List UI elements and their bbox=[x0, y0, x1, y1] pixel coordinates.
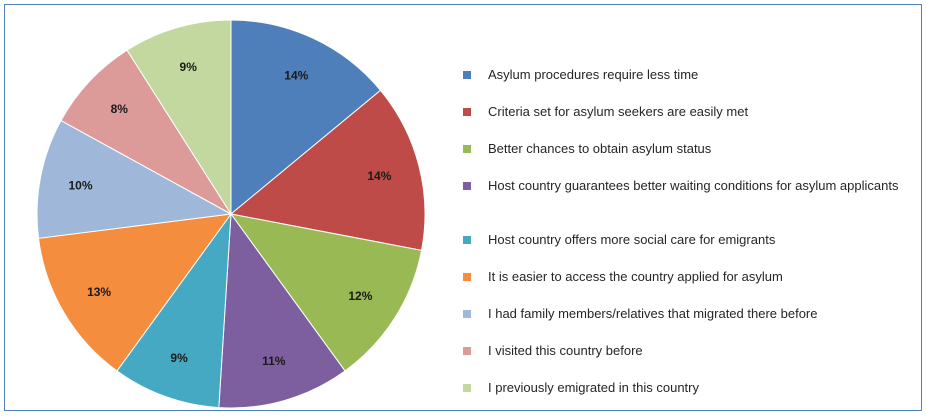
pie-slice-8 bbox=[60, 49, 232, 215]
pie-data-label-6: 13% bbox=[87, 285, 111, 299]
pie-slice-5 bbox=[116, 212, 232, 409]
pie-slice-9 bbox=[126, 19, 232, 216]
legend-swatch bbox=[463, 182, 471, 190]
legend-swatch bbox=[463, 273, 471, 281]
legend-label: Criteria set for asylum seekers are easi… bbox=[488, 104, 749, 119]
legend-label: I visited this country before bbox=[488, 343, 643, 358]
legend: Asylum procedures require less time Crit… bbox=[462, 66, 912, 416]
pie-data-label-7: 10% bbox=[68, 178, 92, 192]
legend-item-easier-access: It is easier to access the country appli… bbox=[462, 268, 912, 305]
pie-slice-3 bbox=[229, 213, 423, 372]
legend-swatch bbox=[463, 71, 471, 79]
legend-swatch bbox=[463, 347, 471, 355]
legend-label: Host country offers more social care for… bbox=[488, 232, 776, 247]
pie-slice-4 bbox=[218, 212, 346, 409]
legend-item-less-time: Asylum procedures require less time bbox=[462, 66, 912, 103]
pie-data-label-4: 11% bbox=[262, 354, 286, 368]
legend-swatch bbox=[463, 145, 471, 153]
legend-label: Asylum procedures require less time bbox=[488, 67, 699, 82]
legend-swatch bbox=[463, 236, 471, 244]
pie-slice-7 bbox=[36, 119, 233, 239]
legend-item-visited-before: I visited this country before bbox=[462, 342, 912, 379]
legend-item-waiting-conditions: Host country guarantees better waiting c… bbox=[462, 177, 912, 231]
pie-slice-2 bbox=[229, 89, 426, 251]
legend-item-criteria-met: Criteria set for asylum seekers are easi… bbox=[462, 103, 912, 140]
legend-label: Host country guarantees better waiting c… bbox=[488, 178, 899, 193]
legend-item-family-migrated: I had family members/relatives that migr… bbox=[462, 305, 912, 342]
pie-data-label-1: 14% bbox=[284, 68, 308, 82]
pie-data-label-8: 8% bbox=[111, 102, 129, 116]
legend-item-previously-emigrated: I previously emigrated in this country bbox=[462, 379, 912, 416]
legend-swatch bbox=[463, 310, 471, 318]
pie-data-label-2: 14% bbox=[367, 169, 391, 183]
pie-slice-6 bbox=[37, 213, 233, 372]
pie-data-label-5: 9% bbox=[170, 351, 188, 365]
legend-item-better-chances: Better chances to obtain asylum status bbox=[462, 140, 912, 177]
legend-label: I previously emigrated in this country bbox=[488, 380, 699, 395]
legend-label: Better chances to obtain asylum status bbox=[488, 141, 712, 156]
legend-swatch bbox=[463, 108, 471, 116]
pie-data-label-9: 9% bbox=[180, 60, 198, 74]
pie-data-label-3: 12% bbox=[348, 289, 372, 303]
legend-label: It is easier to access the country appli… bbox=[488, 269, 783, 284]
legend-item-social-care: Host country offers more social care for… bbox=[462, 231, 912, 268]
legend-swatch bbox=[463, 384, 471, 392]
pie-slice-1 bbox=[230, 19, 382, 216]
legend-label: I had family members/relatives that migr… bbox=[488, 306, 818, 321]
